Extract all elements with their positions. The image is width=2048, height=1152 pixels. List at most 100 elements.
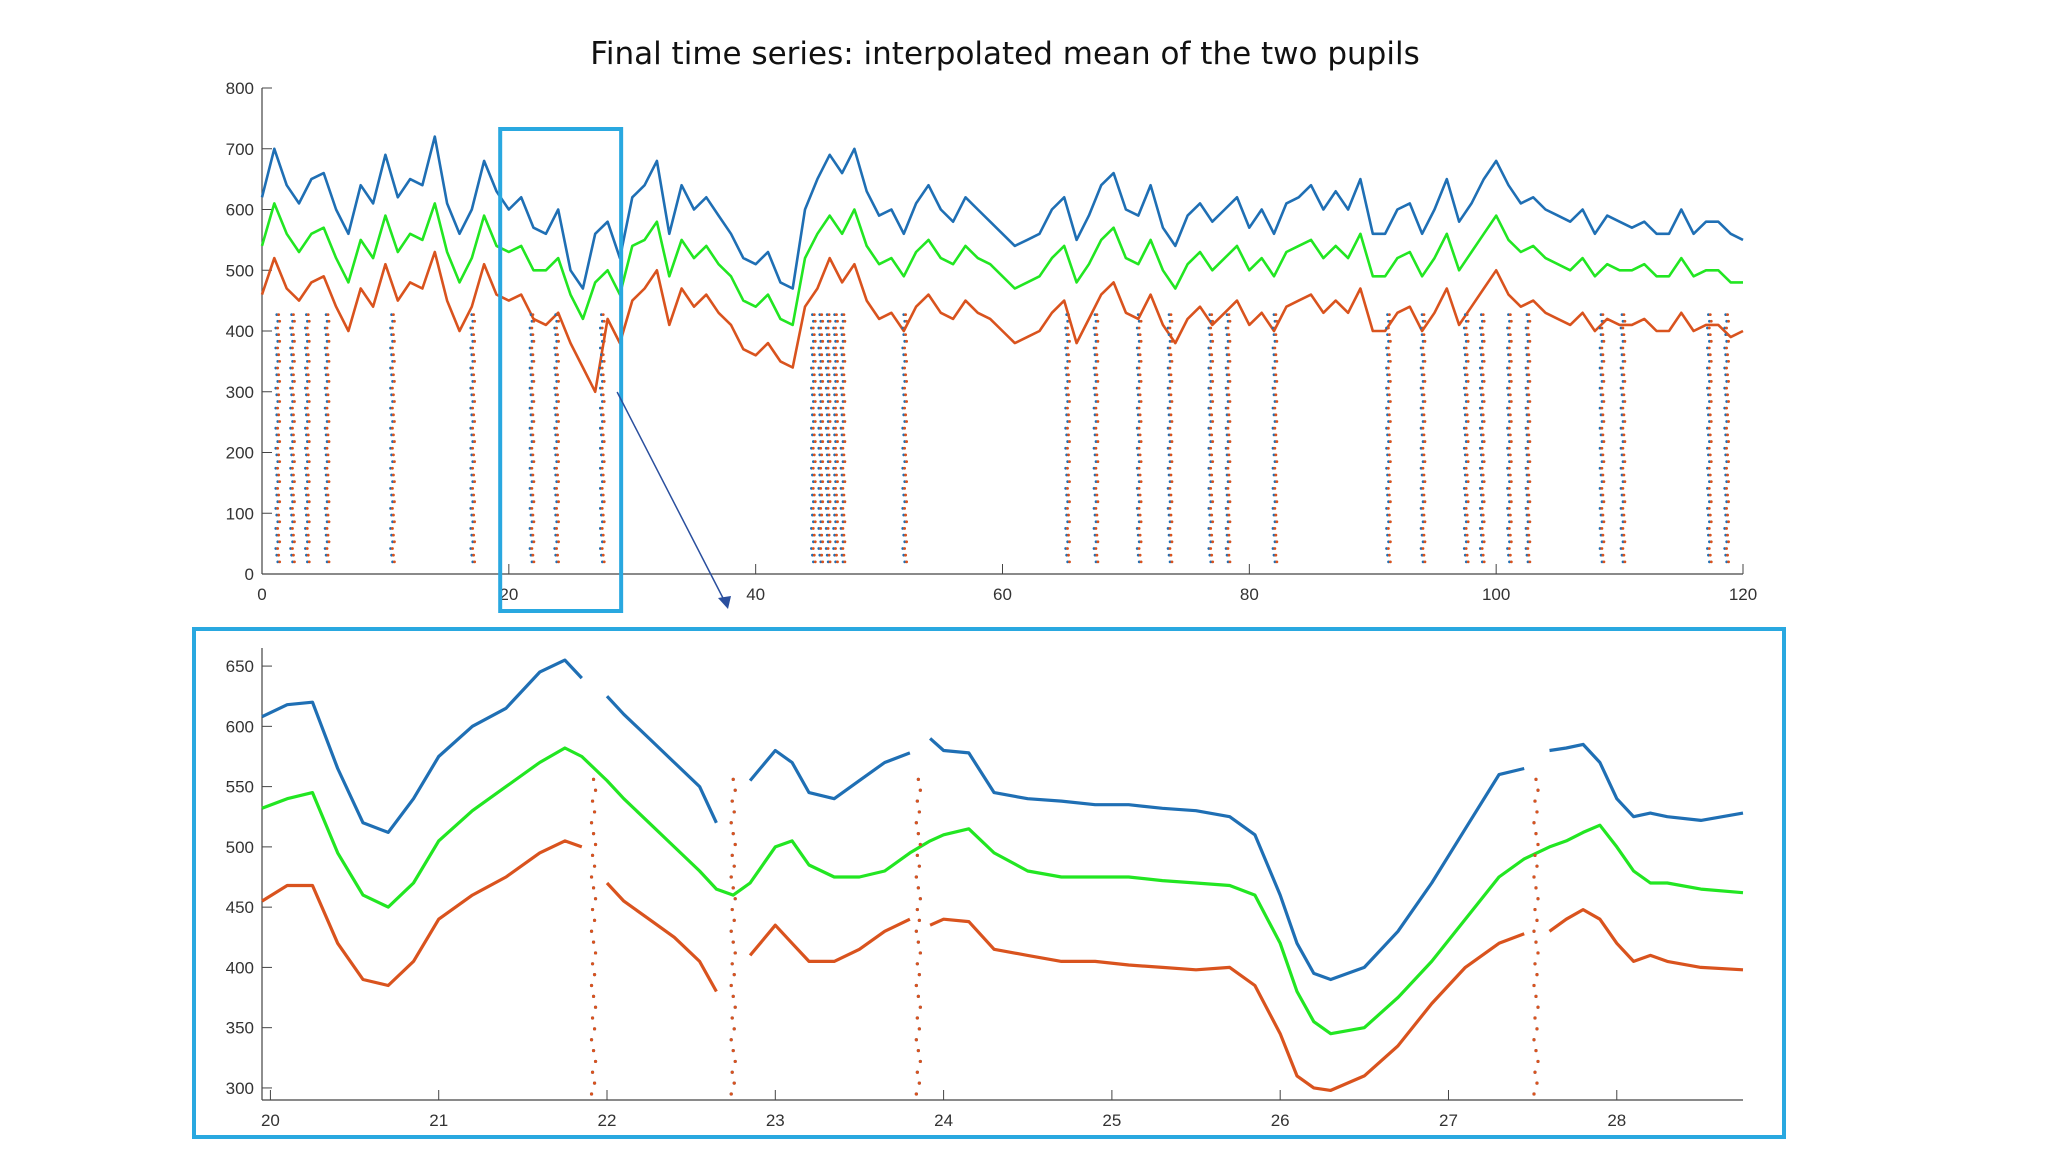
zoom-dropout-dot — [1534, 777, 1538, 781]
overview-dropout-dot — [842, 373, 846, 377]
overview-dropout-dot — [1273, 346, 1277, 350]
overview-dropout-dot — [531, 353, 535, 357]
overview-dropout-dot — [1209, 466, 1213, 470]
overview-dropout-dot — [1210, 413, 1214, 417]
overview-dropout-dot — [393, 460, 396, 464]
overview-dropout-dot — [1509, 380, 1513, 383]
zoom-dropout-dot — [729, 1092, 733, 1096]
overview-dropout-dot — [293, 540, 296, 544]
overview-dropout-dot — [1508, 393, 1512, 397]
overview-dropout-dot — [1623, 440, 1627, 443]
overview-dropout-dot — [293, 400, 296, 403]
overview-dropout-dot — [293, 480, 296, 484]
overview-dropout-dot — [828, 520, 832, 524]
overview-dropout-dot — [1094, 446, 1098, 450]
overview-dropout-dot — [1067, 413, 1070, 417]
overview-dropout-dot — [836, 560, 839, 564]
overview-dropout-dot — [827, 453, 831, 457]
overview-dropout-dot — [1389, 560, 1392, 564]
overview-dropout-dot — [1421, 466, 1425, 470]
overview-dropout-dot — [1095, 313, 1099, 316]
overview-dropout-dot — [555, 406, 558, 410]
overview-dropout-dot — [1423, 520, 1427, 524]
overview-dropout-dot — [1387, 547, 1390, 550]
zoom-dropout-dot — [732, 918, 736, 923]
zoom-dropout-dot — [1533, 907, 1537, 912]
overview-dropout-dot — [1068, 339, 1071, 343]
zoom-dropout-dot — [730, 907, 734, 912]
overview-dropout-dot — [472, 373, 476, 377]
overview-dropout-dot — [1137, 466, 1141, 470]
overview-dropout-dot — [1621, 547, 1625, 550]
overview-dropout-dot — [1389, 359, 1392, 363]
overview-dropout-dot — [1725, 446, 1728, 450]
overview-dropout-dot — [828, 319, 832, 323]
overview-dropout-dot — [821, 420, 825, 423]
overview-dropout-dot — [326, 453, 330, 457]
zoom-dropout-dot — [592, 810, 597, 814]
overview-dropout-dot — [812, 493, 816, 497]
overview-dropout-dot — [600, 527, 604, 530]
overview-dropout-dot — [1600, 547, 1604, 550]
overview-dropout-dot — [835, 553, 838, 557]
overview-dropout-dot — [904, 393, 908, 397]
overview-dropout-dot — [1727, 319, 1730, 323]
overview-dropout-dot — [307, 440, 311, 443]
overview-dropout-dot — [1726, 493, 1729, 497]
zoom-dropout-dot — [917, 973, 921, 977]
overview-dropout-dot — [1481, 453, 1485, 457]
overview-dropout-dot — [391, 446, 394, 450]
overview-dropout-dot — [904, 373, 908, 377]
overview-dropout-dot — [1507, 406, 1511, 410]
overview-dropout-dot — [1226, 426, 1230, 430]
overview-dropout-dot — [292, 553, 295, 557]
overview-dropout-dot — [826, 486, 830, 490]
overview-dropout-dot — [325, 346, 329, 350]
overview-dropout-dot — [812, 313, 816, 316]
overview-dropout-dot — [1600, 527, 1604, 530]
overview-dropout-dot — [307, 400, 311, 403]
overview-dropout-dot — [306, 533, 310, 537]
overview-dropout-dot — [841, 527, 845, 530]
overview-dropout-dot — [277, 313, 281, 316]
overview-dropout-dot — [1600, 466, 1604, 470]
overview-dropout-dot — [1169, 373, 1173, 377]
overview-dropout-dot — [1228, 359, 1232, 363]
overview-dropout-dot — [1389, 400, 1392, 403]
overview-dropout-dot — [1623, 420, 1627, 423]
overview-dropout-dot — [471, 346, 475, 350]
overview-dropout-dot — [1137, 446, 1141, 450]
overview-dropout-dot — [1096, 359, 1100, 363]
overview-dropout-dot — [1066, 326, 1069, 330]
overview-dropout-dot — [826, 506, 830, 510]
overview-dropout-dot — [1622, 553, 1626, 557]
overview-dropout-dot — [1094, 506, 1098, 510]
overview-dropout-dot — [1725, 346, 1728, 350]
overview-dropout-dot — [1727, 420, 1730, 423]
overview-dropout-dot — [843, 359, 847, 363]
overview-dropout-dot — [1138, 513, 1142, 517]
overview-dropout-dot — [1623, 400, 1627, 403]
overview-dropout-dot — [292, 473, 295, 477]
overview-dropout-dot — [905, 359, 909, 363]
overview-dropout-dot — [1509, 520, 1513, 524]
overview-dropout-dot — [291, 446, 294, 450]
overview-dropout-dot — [1389, 540, 1392, 544]
overview-dropout-dot — [531, 413, 535, 417]
overview-dropout-dot — [1274, 333, 1278, 337]
overview-dropout-dot — [1526, 506, 1530, 510]
overview-dropout-dot — [1227, 373, 1231, 377]
overview-dropout-dot — [1227, 313, 1231, 316]
overview-dropout-dot — [1228, 319, 1232, 323]
overview-dropout-dot — [842, 453, 846, 457]
overview-dropout-dot — [1423, 339, 1427, 343]
overview-dropout-dot — [1210, 433, 1214, 437]
overview-dropout-dot — [326, 393, 330, 397]
overview-dropout-dot — [1509, 540, 1513, 544]
overview-dropout-dot — [904, 533, 908, 537]
overview-dropout-dot — [393, 480, 396, 484]
overview-dropout-dot — [1623, 380, 1627, 383]
overview-dropout-dot — [1507, 346, 1511, 350]
zoom-dropout-dot — [733, 788, 737, 792]
overview-dropout-dot — [843, 560, 847, 564]
